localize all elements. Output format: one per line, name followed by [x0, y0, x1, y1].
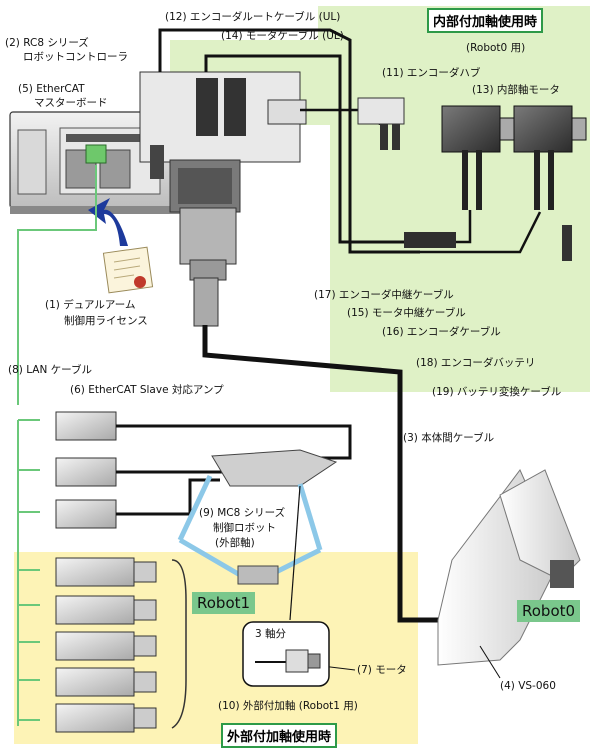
lan-cable-tree: [17, 165, 97, 726]
encoder-relay-cable-label: (17) エンコーダ中継ケーブル: [314, 289, 454, 301]
encoder-cable-label: (16) エンコーダケーブル: [382, 326, 501, 338]
internal-axis-region: [250, 6, 590, 392]
robot1-parallel-link: [177, 449, 338, 585]
robot0-use-label: (Robot0 用): [466, 42, 526, 54]
encoder-hub-label: (11) エンコーダハブ: [382, 67, 481, 79]
motor-relay-cable-label: (15) モータ中継ケーブル: [347, 307, 466, 319]
external-axis-label: (10) 外部付加軸 (Robot1 用): [218, 700, 358, 712]
external-axis-brace: [171, 559, 187, 729]
controller-label-2: ロボットコントローラ: [23, 51, 128, 63]
encoder-battery-label: (18) エンコーダバッテリ: [416, 357, 536, 369]
three-axis-bubble: [242, 621, 330, 687]
ethercat-master-board: [85, 144, 107, 164]
motor-cable: [204, 54, 410, 244]
motor-cable-label: (14) モータケーブル (UL): [221, 30, 344, 42]
encoder-hub: [357, 97, 405, 150]
mc8-robot-label-1: (9) MC8 シリーズ: [199, 507, 286, 519]
encoder-route-cable: [158, 28, 420, 254]
ethercat-board-label-2: マスターボード: [34, 97, 108, 109]
encoder-relay-connector: [404, 232, 456, 248]
robot-connector-unit: [139, 71, 307, 327]
lan-cable-label: (8) LAN ケーブル: [8, 364, 93, 376]
ethercat-slave-amp-label: (6) EtherCAT Slave 対応アンプ: [70, 384, 224, 396]
amplifier-group: [55, 411, 117, 529]
license-arrow: [88, 198, 128, 246]
three-axis-label: 3 軸分: [255, 628, 287, 640]
internal-motor-2: [513, 105, 587, 210]
controller-label-1: (2) RC8 シリーズ: [5, 37, 89, 49]
internal-motor-label: (13) 内部軸モータ: [472, 84, 560, 96]
license-label-1: (1) デュアルアーム: [45, 299, 136, 311]
license-label-2: 制御用ライセンス: [64, 315, 148, 327]
motor-label: (7) モータ: [357, 664, 407, 676]
mc8-robot-label-3: (外部軸): [215, 537, 255, 549]
body-cable-label: (3) 本体間ケーブル: [403, 432, 495, 444]
internal-axis-title: 内部付加軸使用時: [427, 8, 544, 33]
ethercat-board-label-1: (5) EtherCAT: [18, 83, 85, 95]
license-certificate: [102, 246, 154, 294]
battery-conversion-cable-label: (19) バッテリ変換ケーブル: [432, 386, 562, 398]
robot1-tag: Robot1: [192, 592, 256, 614]
robot0-tag: Robot0: [517, 600, 581, 622]
body-cable: [202, 325, 440, 623]
robot1-callout-line: [289, 485, 301, 621]
external-axis-units: [55, 557, 157, 733]
encoder-cable: [420, 211, 542, 254]
external-axis-title: 外部付加軸使用時: [221, 723, 338, 748]
internal-motor-1: [441, 105, 515, 210]
encoder-battery: [562, 225, 572, 261]
vs060-label: (4) VS-060: [500, 680, 556, 692]
encoder-route-cable-label: (12) エンコーダルートケーブル (UL): [165, 11, 341, 23]
mc8-robot-label-2: 制御ロボット: [213, 522, 276, 534]
robot0-arm: [437, 469, 581, 679]
